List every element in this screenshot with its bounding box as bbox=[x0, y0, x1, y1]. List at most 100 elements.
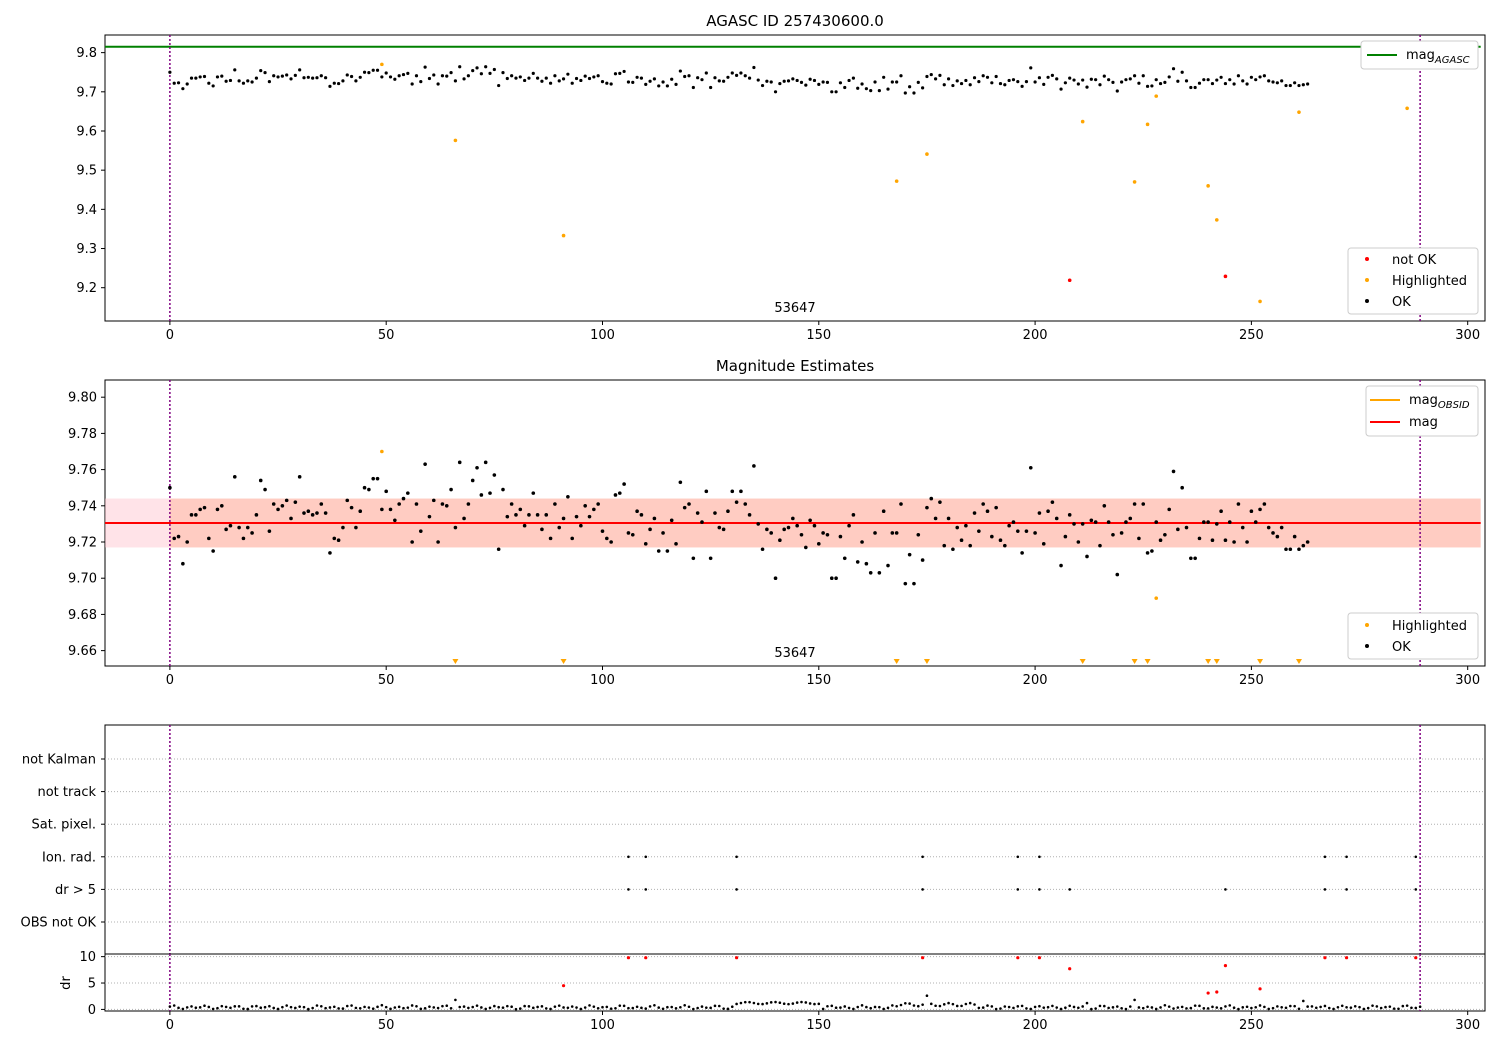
dr-ok-point bbox=[263, 1005, 267, 1009]
dr-ok-point bbox=[203, 1004, 206, 1007]
dr-ok-point bbox=[506, 1004, 509, 1008]
x-tick-label: 100 bbox=[590, 1018, 615, 1033]
dr-ok-point bbox=[246, 1007, 250, 1011]
not-ok-point bbox=[1223, 274, 1228, 279]
flag-row-label: dr > 5 bbox=[55, 883, 96, 898]
ok-point bbox=[518, 75, 522, 79]
out-of-range-marker bbox=[1205, 659, 1212, 664]
legend-box bbox=[1360, 40, 1479, 70]
dr-ok-point bbox=[454, 998, 457, 1002]
ok-point bbox=[869, 89, 873, 93]
ok-point bbox=[453, 525, 458, 530]
dr-ok-point bbox=[242, 1007, 245, 1011]
ok-point bbox=[1067, 513, 1072, 517]
dr-ok-point bbox=[384, 1005, 388, 1009]
dr-ok-point bbox=[640, 1006, 643, 1010]
ok-point bbox=[1271, 80, 1275, 84]
legend-mag-agasc-label: magAGASC bbox=[1406, 48, 1470, 66]
legend-line-label: mag bbox=[1409, 415, 1438, 430]
dr-ok-point bbox=[826, 1004, 829, 1008]
ok-point bbox=[1115, 89, 1119, 93]
ok-point bbox=[713, 511, 717, 515]
ok-point bbox=[1093, 520, 1098, 524]
x-tick-label: 0 bbox=[166, 328, 174, 343]
flag-point bbox=[1345, 855, 1348, 859]
out-of-range-marker bbox=[1213, 659, 1220, 664]
ok-point bbox=[354, 525, 358, 530]
ok-point bbox=[419, 80, 423, 84]
dr-ok-point bbox=[527, 1005, 531, 1008]
ok-point bbox=[444, 504, 449, 508]
ok-point bbox=[202, 505, 207, 510]
dr-ok-point bbox=[977, 1006, 981, 1010]
ok-point bbox=[1206, 78, 1210, 82]
ok-point bbox=[1214, 522, 1219, 526]
ok-point bbox=[570, 536, 575, 541]
ok-point bbox=[1227, 520, 1232, 524]
dr-ok-point bbox=[817, 1002, 821, 1006]
ok-point bbox=[306, 75, 310, 79]
ok-point bbox=[886, 563, 890, 568]
dr-ok-point bbox=[1202, 1007, 1206, 1010]
ok-point bbox=[510, 74, 514, 78]
dr-ok-point bbox=[259, 1006, 263, 1010]
ok-point bbox=[484, 65, 488, 69]
dr-ok-point bbox=[1362, 1007, 1366, 1011]
ok-point bbox=[1262, 502, 1267, 506]
out-of-range-marker bbox=[1257, 659, 1264, 664]
dr-ok-point bbox=[1029, 1007, 1033, 1011]
dr-ok-point bbox=[722, 1007, 725, 1010]
dr-not-ok-point bbox=[1323, 956, 1327, 960]
dr-not-ok-point bbox=[1206, 991, 1210, 995]
dr-ok-point bbox=[345, 1004, 349, 1008]
out-of-range-marker bbox=[452, 659, 459, 664]
ok-point bbox=[1150, 549, 1154, 553]
ok-point bbox=[1245, 82, 1249, 86]
ok-point bbox=[903, 581, 908, 586]
dr-ok-point bbox=[761, 1002, 764, 1006]
ok-point bbox=[1249, 75, 1253, 79]
dr-ok-point bbox=[873, 1005, 877, 1009]
ok-point bbox=[903, 91, 907, 95]
dr-ok-point bbox=[986, 1004, 989, 1007]
dr-ok-point bbox=[605, 1005, 609, 1009]
ok-point bbox=[873, 531, 877, 535]
dr-ok-point bbox=[467, 1006, 470, 1010]
dr-ok-point bbox=[289, 1005, 293, 1009]
ok-point bbox=[220, 504, 224, 508]
ok-point bbox=[302, 511, 306, 515]
ok-point bbox=[501, 487, 505, 492]
ok-point bbox=[518, 507, 523, 512]
ok-point bbox=[700, 78, 704, 82]
dr-ok-point bbox=[804, 1001, 808, 1004]
ok-point bbox=[1236, 502, 1241, 506]
dr-ok-point bbox=[1319, 1005, 1322, 1009]
dr-ok-point bbox=[307, 1007, 310, 1011]
ok-point bbox=[600, 529, 605, 533]
x-tick-label: 200 bbox=[1023, 673, 1048, 688]
ok-point bbox=[942, 83, 946, 87]
dr-ok-point bbox=[1271, 1006, 1275, 1010]
ok-point bbox=[198, 75, 202, 79]
dr-ok-point bbox=[449, 1006, 453, 1010]
ok-point bbox=[1266, 525, 1271, 530]
dr-ok-point bbox=[973, 1003, 976, 1006]
dr-ok-point bbox=[1051, 1004, 1054, 1008]
ok-point bbox=[687, 502, 691, 506]
ok-point bbox=[380, 507, 384, 512]
x-tick-label: 100 bbox=[590, 328, 615, 343]
ok-point bbox=[436, 540, 440, 544]
ok-point bbox=[1245, 540, 1249, 544]
ok-point bbox=[1016, 80, 1020, 84]
ok-point bbox=[843, 85, 847, 90]
dr-ok-point bbox=[968, 1001, 972, 1005]
flag-point bbox=[1414, 888, 1418, 891]
ok-point bbox=[328, 84, 332, 88]
ok-point bbox=[643, 542, 648, 546]
out-of-range-marker bbox=[893, 659, 900, 664]
dr-ok-point bbox=[661, 1007, 665, 1011]
ok-point bbox=[990, 534, 994, 539]
dr-ok-point bbox=[800, 1000, 803, 1004]
ok-point bbox=[233, 68, 237, 72]
dr-ok-point bbox=[1211, 1005, 1214, 1009]
